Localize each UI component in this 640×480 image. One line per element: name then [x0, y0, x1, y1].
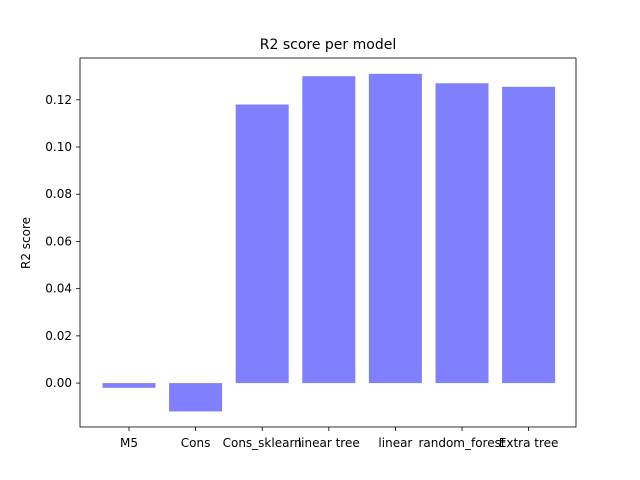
y-tick-label: 0.06 [45, 234, 72, 248]
x-tick-label: M5 [120, 436, 138, 450]
x-tick-label: Cons [181, 436, 211, 450]
bar-cons [169, 383, 223, 412]
x-tick-label: Cons_sklearn [223, 436, 302, 450]
bar-linear-tree [302, 76, 356, 384]
x-tick-label: random_forest [418, 436, 505, 450]
x-tick-label: linear [378, 436, 412, 450]
chart-title: R2 score per model [260, 37, 396, 53]
bar-linear [368, 73, 422, 384]
bar-m5 [102, 383, 156, 388]
y-tick-label: 0.00 [45, 376, 72, 390]
bar-cons-sklearn [235, 104, 289, 384]
y-tick-label: 0.02 [45, 329, 72, 343]
axes-frame [79, 57, 577, 428]
y-tick-label: 0.10 [45, 140, 72, 154]
y-tick-label: 0.12 [45, 93, 72, 107]
y-tick-label: 0.04 [45, 282, 72, 296]
x-tick-label: linear tree [298, 436, 360, 450]
y-tick-label: 0.08 [45, 187, 72, 201]
bar-random-forest [435, 83, 489, 384]
y-axis-label: R2 score [19, 217, 33, 269]
bar-extra-tree [502, 86, 556, 384]
x-tick-label: Extra tree [499, 436, 559, 450]
